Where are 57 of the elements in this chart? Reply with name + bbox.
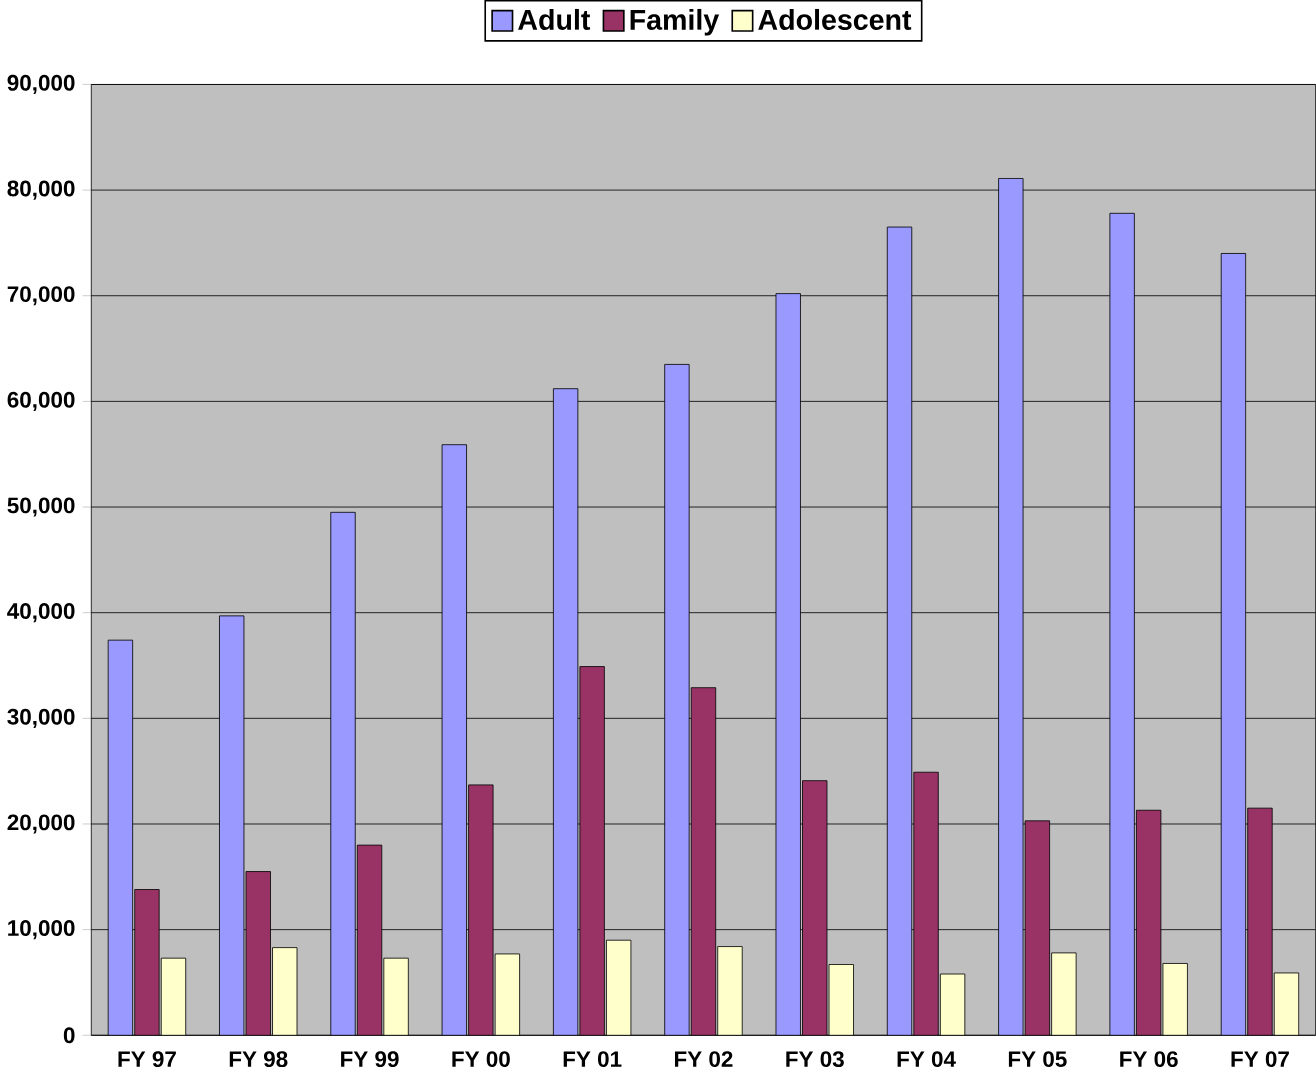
x-tick-label: FY 00: [452, 1051, 510, 1068]
bar: [606, 939, 632, 1036]
legend-label: Family: [630, 9, 720, 36]
y-tick-label: 30,000: [7, 708, 75, 728]
bar: [107, 639, 134, 1036]
y-tick-label: 10,000: [8, 920, 75, 940]
bar: [245, 871, 271, 1036]
x-tick-label: FY 05: [1008, 1051, 1067, 1068]
x-tick-label: FY 02: [675, 1051, 733, 1068]
bar: [383, 957, 409, 1036]
bar: [441, 444, 467, 1036]
y-tick-label: 90,000: [7, 74, 75, 95]
x-tick-label: FY 99: [341, 1051, 399, 1068]
bar: [939, 973, 966, 1036]
bar: [664, 364, 690, 1036]
x-tick-label: FY 98: [229, 1051, 288, 1068]
bar: [356, 844, 383, 1036]
bar: [1051, 952, 1077, 1036]
bar: [160, 957, 187, 1036]
y-tick-label: 70,000: [7, 286, 75, 306]
bar: [219, 615, 245, 1036]
bar: [1162, 963, 1188, 1036]
x-tick-label: FY 07: [1231, 1051, 1289, 1068]
bar: [1247, 807, 1273, 1036]
bar: [802, 780, 828, 1036]
y-tick-label: 60,000: [7, 391, 75, 412]
bar: [330, 511, 356, 1036]
bar: [1136, 809, 1162, 1036]
bar: [1273, 972, 1300, 1036]
bar: [886, 226, 913, 1036]
bar: [913, 771, 939, 1036]
y-tick-label: 40,000: [7, 603, 75, 623]
bar: [494, 953, 521, 1036]
bar: [272, 947, 298, 1036]
bar: [998, 178, 1024, 1036]
bar: [1109, 212, 1135, 1036]
x-tick-label: FY 06: [1120, 1051, 1178, 1068]
y-tick-label: 80,000: [7, 180, 75, 200]
bar: [828, 964, 854, 1036]
bar: [1220, 253, 1247, 1036]
y-tick-label: 50,000: [7, 497, 75, 517]
y-tick-label: 0: [63, 1027, 75, 1044]
y-tick-label: 20,000: [7, 814, 75, 834]
legend-label: Adolescent: [758, 9, 912, 30]
bar: [552, 388, 579, 1036]
bar: [690, 687, 717, 1036]
bar: [1024, 820, 1050, 1036]
bar: [717, 946, 743, 1036]
bar: [468, 784, 494, 1036]
bar: [775, 293, 801, 1036]
x-tick-label: FY 01: [563, 1051, 622, 1068]
bar: [579, 666, 605, 1036]
legend-label: Adult: [518, 9, 591, 30]
bar: [134, 889, 160, 1036]
x-tick-label: FY 97: [118, 1051, 176, 1068]
x-tick-label: FY 03: [786, 1051, 844, 1068]
x-tick-label: FY 04: [897, 1051, 956, 1068]
